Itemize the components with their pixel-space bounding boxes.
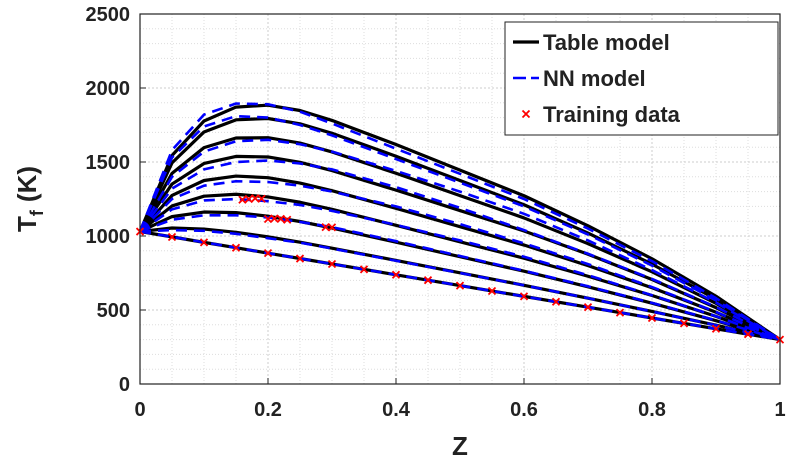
data-point: [327, 259, 337, 269]
data-point: [327, 223, 337, 232]
data-point: [199, 238, 209, 247]
data-point: [295, 254, 305, 263]
y-label-unit: (K): [12, 166, 42, 202]
data-point: [257, 194, 266, 203]
data-point: [244, 194, 253, 204]
legend-label: Table model: [543, 30, 670, 55]
data-point: [276, 214, 285, 223]
y-axis-label: Tf (K): [12, 166, 47, 232]
data-point: [455, 281, 465, 290]
x-tick-label: 0: [134, 399, 145, 421]
x-tick-label: 0.4: [382, 399, 411, 421]
data-point: [270, 214, 279, 223]
data-point: [263, 214, 273, 224]
data-point: [263, 249, 273, 258]
data-point: [251, 194, 260, 203]
data-point: [647, 313, 657, 323]
data-point: [519, 292, 529, 301]
x-axis-label: Z: [452, 431, 468, 461]
curve: [139, 197, 781, 341]
curve: [138, 159, 781, 341]
curve: [138, 136, 781, 341]
data-point: [321, 222, 330, 232]
data-point: [679, 319, 689, 328]
x-tick-label: 1: [774, 399, 785, 421]
curve: [138, 102, 781, 341]
data-point: [615, 308, 625, 317]
data-point: [391, 270, 401, 279]
data-point: [583, 303, 593, 312]
y-tick-label: 500: [97, 300, 130, 322]
data-point: [238, 195, 247, 204]
y-tick-label: 1000: [86, 226, 131, 248]
y-tick-label: 1500: [86, 152, 131, 174]
y-tick-label: 2500: [86, 4, 131, 26]
data-point: [551, 297, 561, 306]
data-point: [231, 243, 241, 252]
data-point: [423, 276, 433, 285]
data-point: [711, 324, 721, 333]
curve: [139, 228, 781, 341]
curve: [139, 230, 781, 341]
y-label-base: T: [12, 216, 42, 232]
curve: [139, 192, 781, 342]
plot-frame: [139, 13, 781, 385]
x-tick-label: 0.6: [510, 399, 538, 421]
legend-box: [504, 21, 779, 136]
curve: [138, 114, 781, 341]
curve: [139, 179, 781, 341]
x-tick-label: 0.2: [254, 399, 282, 421]
legend-label: NN model: [543, 66, 646, 91]
data-point: [487, 286, 497, 296]
data-point: [359, 265, 369, 274]
data-point: [743, 330, 753, 339]
y-tick-label: 0: [119, 374, 130, 396]
curve: [138, 116, 781, 341]
data-point: [283, 215, 292, 224]
curve: [139, 213, 781, 341]
curve: [138, 103, 781, 341]
curve: [138, 138, 781, 341]
y-label-sub: f: [27, 209, 47, 216]
legend-swatch: [521, 109, 531, 119]
data-point: [167, 232, 177, 242]
x-tick-label: 0.8: [638, 399, 666, 421]
legend-label: Training data: [543, 102, 681, 127]
y-tick-label: 2000: [86, 78, 131, 100]
